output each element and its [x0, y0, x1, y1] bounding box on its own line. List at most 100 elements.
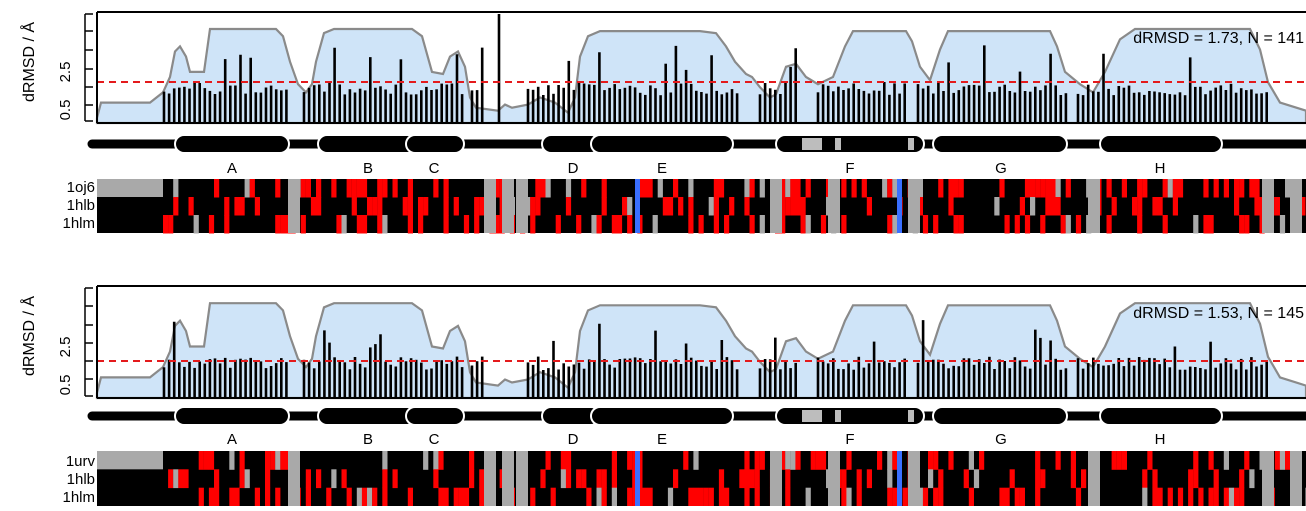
matrix-cell: [749, 469, 755, 489]
matrix-cell: [545, 179, 551, 198]
matrix-cell: [361, 179, 368, 198]
matrix-cell: [963, 469, 969, 489]
matrix-highlight-column: [635, 451, 640, 506]
matrix-cell: [423, 197, 429, 216]
matrix-cell: [642, 179, 648, 198]
matrix-cell: [657, 179, 663, 198]
matrix-cell: [565, 179, 572, 198]
matrix-cell: [938, 487, 944, 507]
matrix-cell: [1239, 179, 1245, 198]
matrix-cell: [708, 197, 714, 216]
matrix-cell: [795, 197, 801, 216]
matrix-cell: [601, 179, 607, 198]
helix-A-shape: [174, 134, 290, 154]
matrix-cell: [1285, 451, 1291, 470]
matrix-cell: [1137, 197, 1143, 216]
matrix-cell: [790, 197, 796, 216]
matrix-cell: [820, 215, 827, 234]
matrix-cell: [887, 451, 893, 470]
matrix-highlight-column: [897, 179, 902, 233]
matrix-cell: [1234, 179, 1240, 198]
matrix-cell: [173, 197, 179, 216]
matrix-cell: [1239, 469, 1245, 489]
matrix-cell: [841, 179, 847, 198]
matrix-cell: [1193, 451, 1199, 470]
helix-B-shape: [317, 406, 417, 426]
matrix-cell: [917, 487, 923, 507]
matrix-cell: [1172, 197, 1178, 216]
matrix-cell: [805, 487, 811, 507]
matrix-cell: [331, 469, 337, 489]
matrix-cell: [1234, 197, 1240, 216]
matrix-cell: [361, 487, 368, 507]
matrix-cell: [565, 469, 572, 489]
matrix-cell: [688, 215, 694, 234]
y-tick-label: 0.5: [57, 375, 74, 396]
helix-G-shape: [932, 406, 1068, 426]
matrix-cell: [882, 179, 888, 198]
matrix-cell: [749, 179, 755, 198]
matrix-gap-column: [908, 179, 920, 233]
matrix-cell: [494, 215, 500, 234]
matrix-cell: [1137, 215, 1143, 234]
matrix-cell: [331, 179, 337, 198]
matrix-cell: [576, 469, 582, 489]
stats-annotation: dRMSD = 1.73, N = 141: [1133, 30, 1304, 47]
matrix-cell: [1045, 197, 1051, 216]
matrix-cell: [443, 487, 449, 507]
matrix-cell: [550, 487, 556, 507]
matrix-cell: [1035, 469, 1041, 489]
matrix-cell: [938, 469, 944, 489]
matrix-cell: [805, 215, 811, 234]
matrix-cell: [1142, 469, 1148, 489]
matrix-cell: [438, 451, 444, 470]
matrix-cell: [249, 179, 255, 198]
helix-F-gap: [835, 410, 841, 422]
alignment-matrix: [97, 179, 1306, 234]
matrix-gap-column: [288, 451, 300, 506]
matrix-cell: [438, 487, 444, 507]
helix-C-shape: [405, 134, 465, 154]
matrix-cell: [351, 179, 357, 198]
matrix-cell: [887, 469, 893, 489]
matrix-cell: [713, 215, 719, 234]
helix-label: C: [429, 431, 440, 448]
matrix-cell: [759, 215, 765, 234]
matrix-cell: [1152, 469, 1158, 489]
matrix-cell: [698, 487, 704, 507]
matrix-cell: [790, 451, 796, 470]
matrix-cell: [917, 197, 923, 216]
matrix-cell: [856, 487, 862, 507]
matrix-gap-column: [502, 451, 514, 506]
helix-H-shape: [1099, 134, 1223, 154]
matrix-cell: [254, 487, 260, 507]
matrix-cell: [1065, 179, 1071, 198]
matrix-cell: [1162, 215, 1168, 234]
matrix-cell: [1040, 469, 1046, 489]
matrix-cell: [887, 487, 893, 507]
matrix-cell: [1167, 179, 1173, 198]
matrix-cell: [1285, 179, 1291, 198]
alignment-matrix: [97, 451, 1306, 507]
matrix-cell: [163, 215, 169, 234]
matrix-cell: [933, 215, 939, 234]
matrix-cell: [611, 469, 617, 489]
matrix-cell: [754, 469, 760, 489]
matrix-cell: [724, 487, 730, 507]
helix-G-shape: [932, 134, 1068, 154]
matrix-cell: [1152, 487, 1158, 507]
matrix-cell: [1177, 487, 1184, 507]
helix-F-gap: [908, 410, 914, 422]
matrix-cell: [887, 215, 893, 234]
matrix-cell: [1121, 451, 1127, 470]
structure-label: 1oj6: [67, 179, 95, 196]
matrix-cell: [1111, 197, 1117, 216]
matrix-cell: [979, 451, 985, 470]
matrix-cell: [1137, 179, 1143, 198]
matrix-cell: [948, 451, 954, 470]
panel-2: 0.5 2.5 dRMSD / Å dRMSD = 1.53, N = 145 …: [19, 285, 1306, 507]
y-axis: 0.5 2.5 dRMSD / Å: [19, 13, 93, 122]
matrix-cell: [673, 469, 679, 489]
secondary-structure-track: A B C D E F G H: [87, 134, 1306, 177]
matrix-cell: [591, 215, 597, 234]
